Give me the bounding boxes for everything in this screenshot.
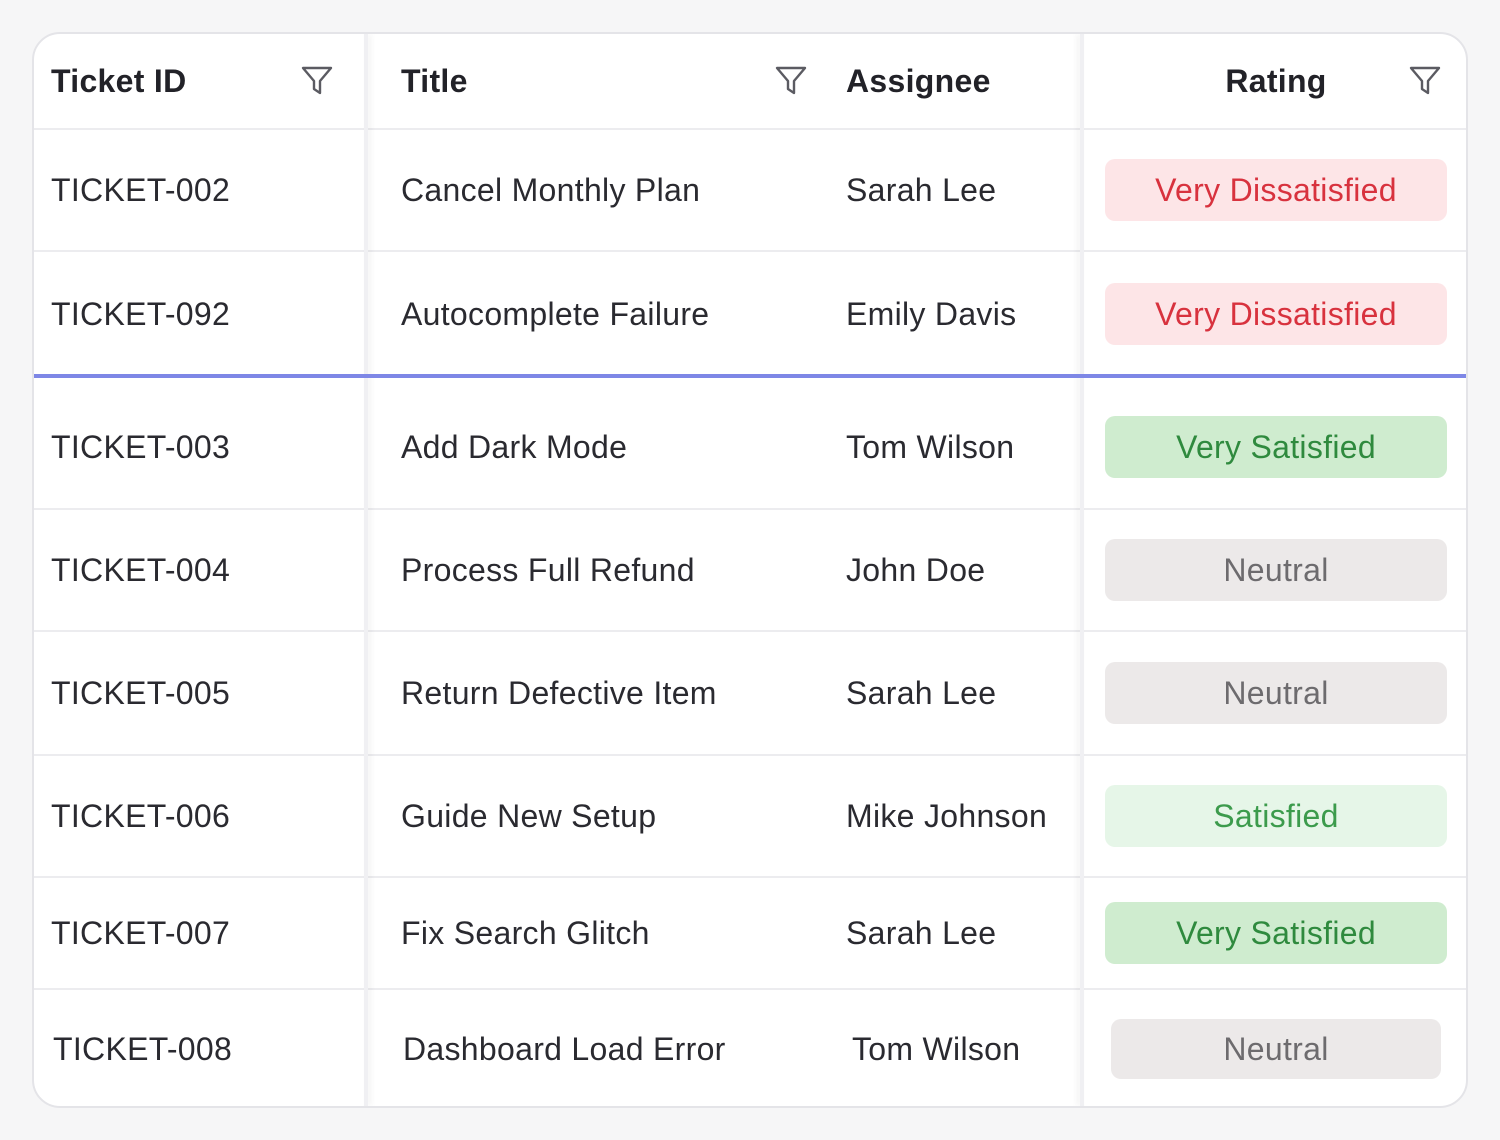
cell-assignee: Sarah Lee xyxy=(846,914,997,951)
filter-icon[interactable] xyxy=(1408,64,1442,98)
pinned-row[interactable]: TICKET-092 Autocomplete Failure Emily Da… xyxy=(34,252,1466,376)
rating-badge: Neutral xyxy=(1105,539,1447,601)
table-row[interactable]: TICKET-003 Add Dark Mode Tom Wilson Very… xyxy=(34,386,1466,510)
column-header-label: Rating xyxy=(1225,62,1327,99)
filter-icon[interactable] xyxy=(774,64,808,98)
table-header: Ticket ID Title Assignee Rating xyxy=(34,34,1466,130)
rating-badge: Satisfied xyxy=(1105,785,1447,847)
cell-rating: Neutral xyxy=(1082,632,1466,754)
column-header-label: Title xyxy=(401,62,468,99)
cell-ticket-id: TICKET-007 xyxy=(51,914,231,951)
cell-rating: Satisfied xyxy=(1082,756,1466,876)
column-header-title[interactable]: Title xyxy=(366,34,822,128)
column-header-assignee[interactable]: Assignee xyxy=(822,34,1082,128)
cell-ticket-id: TICKET-004 xyxy=(51,551,231,588)
cell-ticket-id: TICKET-092 xyxy=(51,295,231,332)
cell-ticket-id: TICKET-006 xyxy=(51,797,231,834)
cell-title: Return Defective Item xyxy=(401,674,717,711)
cell-rating: Very Satisfied xyxy=(1082,878,1466,988)
cell-title: Fix Search Glitch xyxy=(401,914,650,951)
column-header-rating[interactable]: Rating xyxy=(1082,34,1466,128)
pinned-rows-divider xyxy=(34,374,1466,378)
cell-assignee: Emily Davis xyxy=(846,295,1017,332)
column-header-label: Assignee xyxy=(846,62,991,99)
cell-ticket-id: TICKET-008 xyxy=(53,1030,233,1067)
table-row[interactable]: TICKET-004 Process Full Refund John Doe … xyxy=(34,510,1466,632)
column-header-label: Ticket ID xyxy=(51,62,187,99)
cell-title: Guide New Setup xyxy=(401,797,657,834)
table-row[interactable]: TICKET-007 Fix Search Glitch Sarah Lee V… xyxy=(34,878,1466,990)
cell-assignee: Sarah Lee xyxy=(846,171,997,208)
cell-assignee: Mike Johnson xyxy=(846,797,1048,834)
table-row[interactable]: TICKET-006 Guide New Setup Mike Johnson … xyxy=(34,756,1466,878)
cell-title: Process Full Refund xyxy=(401,551,695,588)
cell-rating: Very Dissatisfied xyxy=(1082,130,1466,250)
cell-ticket-id: TICKET-003 xyxy=(51,428,231,465)
cell-rating: Very Satisfied xyxy=(1082,386,1466,508)
cell-assignee: Tom Wilson xyxy=(852,1030,1021,1067)
tickets-table: Ticket ID Title Assignee Rating TICKET-0… xyxy=(32,32,1468,1108)
table-row[interactable]: TICKET-008 Dashboard Load Error Tom Wils… xyxy=(34,990,1466,1106)
cell-rating: Neutral xyxy=(1082,510,1466,630)
column-header-ticket-id[interactable]: Ticket ID xyxy=(34,34,366,128)
cell-title: Dashboard Load Error xyxy=(403,1030,726,1067)
rating-badge: Neutral xyxy=(1111,1019,1441,1079)
rating-badge: Very Dissatisfied xyxy=(1105,159,1447,221)
rating-badge: Neutral xyxy=(1105,662,1447,724)
cell-title: Autocomplete Failure xyxy=(401,295,710,332)
rating-badge: Very Satisfied xyxy=(1105,416,1447,478)
cell-ticket-id: TICKET-002 xyxy=(51,171,231,208)
table-row[interactable]: TICKET-005 Return Defective Item Sarah L… xyxy=(34,632,1466,756)
cell-assignee: John Doe xyxy=(846,551,986,588)
cell-assignee: Sarah Lee xyxy=(846,674,997,711)
cell-ticket-id: TICKET-005 xyxy=(51,674,231,711)
filter-icon[interactable] xyxy=(300,64,334,98)
rating-badge: Very Dissatisfied xyxy=(1105,283,1447,345)
pinned-column-divider[interactable] xyxy=(364,34,368,1106)
cell-title: Add Dark Mode xyxy=(401,428,628,465)
cell-rating: Very Dissatisfied xyxy=(1082,252,1466,376)
cell-rating: Neutral xyxy=(1082,990,1466,1106)
cell-assignee: Tom Wilson xyxy=(846,428,1015,465)
cell-title: Cancel Monthly Plan xyxy=(401,171,701,208)
pinned-row[interactable]: TICKET-002 Cancel Monthly Plan Sarah Lee… xyxy=(34,130,1466,252)
pinned-column-divider[interactable] xyxy=(1080,34,1084,1106)
rating-badge: Very Satisfied xyxy=(1105,902,1447,964)
